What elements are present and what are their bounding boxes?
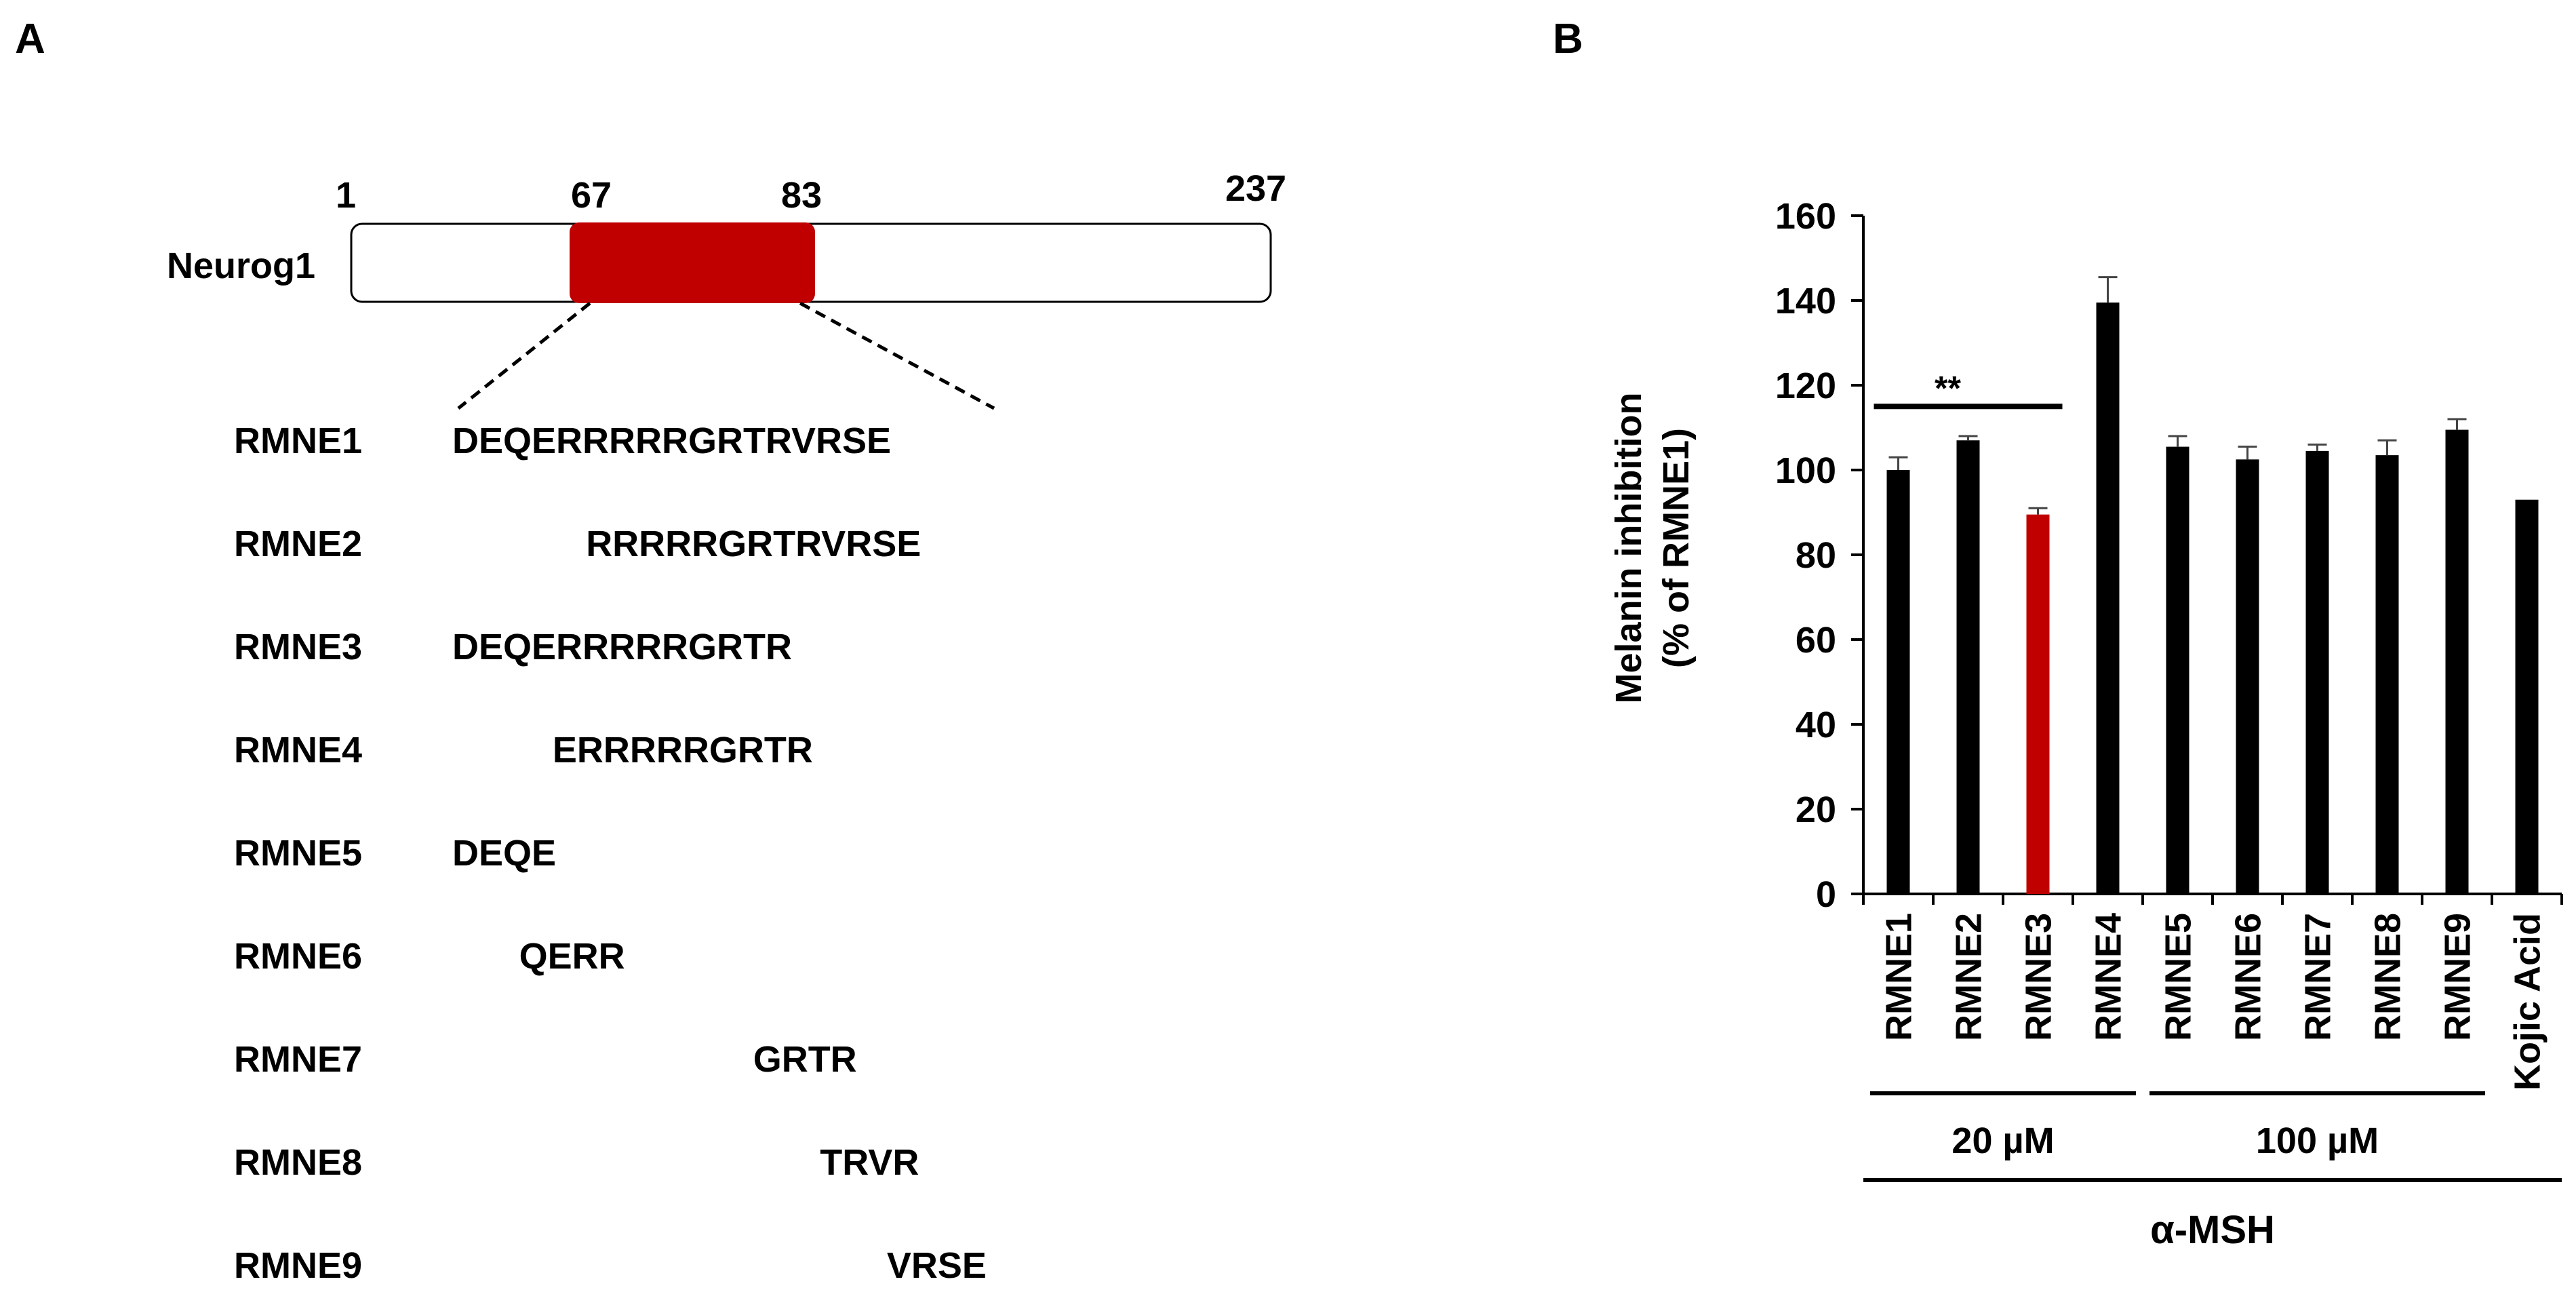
peptide-sequence-rmne8: TRVR bbox=[820, 1142, 919, 1183]
position-label-237: 237 bbox=[1225, 168, 1286, 209]
x-label-rmne6: RMNE6 bbox=[2228, 913, 2269, 1041]
position-label-83: 83 bbox=[781, 175, 822, 216]
zoom-line-left bbox=[457, 302, 591, 410]
error-bar-rmne8 bbox=[2377, 439, 2397, 456]
y-tick-label: 120 bbox=[1775, 366, 1836, 406]
peptide-name-rmne2: RMNE2 bbox=[234, 524, 362, 564]
peptide-sequence-rmne2: RRRRRGRTRVRSE bbox=[586, 524, 921, 564]
bar-rmne2 bbox=[1956, 440, 1980, 894]
peptide-name-rmne5: RMNE5 bbox=[234, 833, 362, 874]
bar-rmne4 bbox=[2096, 302, 2120, 894]
peptide-sequence-rmne5: DEQE bbox=[452, 833, 556, 874]
group-label-20um: 20 µM bbox=[1951, 1120, 2054, 1161]
y-axis-label-line1: Melanin inhibition bbox=[1608, 393, 1649, 704]
treatment-label: α-MSH bbox=[2150, 1208, 2275, 1252]
error-bar-rmne3 bbox=[2028, 507, 2048, 515]
peptide-name-rmne8: RMNE8 bbox=[234, 1142, 362, 1183]
position-label-1: 1 bbox=[336, 175, 356, 216]
panel-b-label: B bbox=[1553, 16, 1583, 62]
peptide-name-rmne6: RMNE6 bbox=[234, 936, 362, 977]
x-label-rmne5: RMNE5 bbox=[2158, 913, 2199, 1041]
y-tick-label: 80 bbox=[1796, 535, 1836, 576]
y-tick-label: 40 bbox=[1796, 705, 1836, 745]
peptide-name-rmne3: RMNE3 bbox=[234, 627, 362, 667]
peptide-name-rmne1: RMNE1 bbox=[234, 421, 362, 461]
x-label-rmne9: RMNE9 bbox=[2438, 913, 2478, 1041]
position-label-67: 67 bbox=[571, 175, 612, 216]
bar-rmne8 bbox=[2375, 455, 2399, 894]
y-tick-label: 20 bbox=[1796, 789, 1836, 830]
y-tick-label: 160 bbox=[1775, 196, 1836, 237]
peptide-sequence-rmne1: DEQERRRRRGRTRVRSE bbox=[452, 421, 891, 461]
peptide-sequence-rmne3: DEQERRRRRGRTR bbox=[452, 627, 792, 667]
chart-error-bars bbox=[1888, 276, 2467, 515]
bar-rmne1 bbox=[1886, 470, 1910, 894]
peptide-sequence-rmne4: ERRRRRGRTR bbox=[553, 730, 813, 770]
bar-rmne7 bbox=[2305, 450, 2329, 894]
y-tick-label: 60 bbox=[1796, 620, 1836, 661]
peptide-name-rmne9: RMNE9 bbox=[234, 1245, 362, 1286]
x-label-kojic-acid: Kojic Acid bbox=[2508, 913, 2548, 1091]
chart-axes: 0 20 40 60 80 100 120 140 160 bbox=[1775, 196, 2563, 915]
chart-bars bbox=[1886, 302, 2539, 894]
bar-rmne9 bbox=[2445, 429, 2469, 894]
error-bar-rmne6 bbox=[2238, 446, 2257, 460]
bar-rmne3 bbox=[2026, 514, 2050, 894]
bar-kojic-acid bbox=[2515, 499, 2539, 894]
peptide-name-rmne4: RMNE4 bbox=[234, 730, 362, 770]
y-tick-label: 100 bbox=[1775, 450, 1836, 491]
y-tick-label: 140 bbox=[1775, 281, 1836, 321]
bar-rmne6 bbox=[2236, 459, 2259, 894]
peptide-sequence-rmne7: GRTR bbox=[753, 1039, 857, 1080]
protein-name: Neurog1 bbox=[167, 246, 315, 286]
error-bar-rmne1 bbox=[1888, 456, 1908, 470]
significance-marker: ** bbox=[1935, 369, 1961, 407]
functional-domain bbox=[570, 222, 815, 303]
x-label-rmne7: RMNE7 bbox=[2298, 913, 2339, 1041]
peptide-name-rmne7: RMNE7 bbox=[234, 1039, 362, 1080]
group-label-100um: 100 µM bbox=[2256, 1120, 2379, 1161]
panel-a-label: A bbox=[15, 16, 45, 62]
y-tick-label: 0 bbox=[1816, 874, 1836, 915]
chart-x-labels: RMNE1 RMNE2 RMNE3 RMNE4 RMNE5 RMNE6 RMNE7 RMNE8… bbox=[1879, 913, 2548, 1091]
x-label-rmne8: RMNE8 bbox=[2368, 913, 2409, 1041]
x-label-rmne2: RMNE2 bbox=[1949, 913, 1989, 1041]
error-bar-rmne5 bbox=[2168, 435, 2187, 447]
x-label-rmne4: RMNE4 bbox=[2088, 913, 2129, 1041]
error-bar-rmne9 bbox=[2447, 418, 2467, 430]
x-label-rmne3: RMNE3 bbox=[2019, 913, 2059, 1041]
x-label-rmne1: RMNE1 bbox=[1879, 913, 1920, 1041]
error-bar-rmne4 bbox=[2098, 276, 2118, 303]
y-axis-label-line2: (% of RMNE1) bbox=[1656, 428, 1697, 668]
zoom-line-right bbox=[799, 301, 995, 410]
error-bar-rmne2 bbox=[1958, 435, 1978, 441]
peptide-sequence-rmne9: VRSE bbox=[887, 1245, 987, 1286]
error-bar-rmne7 bbox=[2307, 444, 2327, 451]
peptide-sequence-rmne6: QERR bbox=[519, 936, 625, 977]
bar-rmne5 bbox=[2166, 446, 2189, 894]
